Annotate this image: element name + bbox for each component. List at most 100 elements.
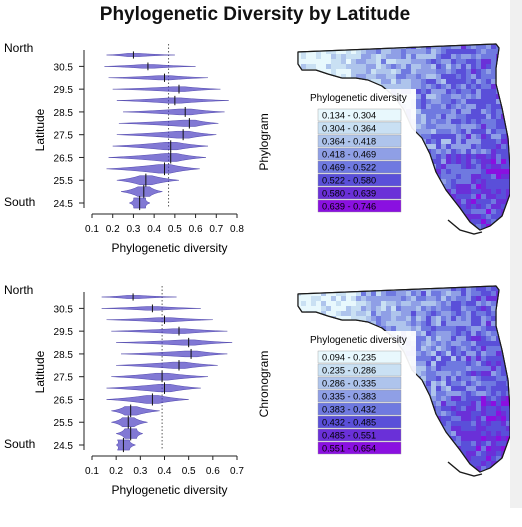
chronogram-map-cell bbox=[351, 326, 357, 332]
chronogram-map-cell bbox=[476, 361, 482, 367]
phylogram-map-cell bbox=[476, 134, 482, 140]
phylogram-map-cell bbox=[431, 184, 437, 190]
phylogram-map-cell bbox=[306, 44, 312, 50]
phylogram-map-cell bbox=[471, 84, 477, 90]
chronogram-map-cell bbox=[426, 311, 432, 317]
chronogram-map-cell bbox=[501, 326, 507, 332]
chronogram-map-cell bbox=[391, 311, 397, 317]
phylogram-map-cell bbox=[331, 229, 337, 230]
chronogram-map-cell bbox=[446, 376, 452, 382]
phylogram-map-cell bbox=[441, 134, 447, 140]
phylogram-map-cell bbox=[321, 79, 327, 85]
phylogram-map-cell bbox=[491, 164, 497, 170]
phylogram-map-cell bbox=[416, 139, 422, 145]
chronogram-map-cell bbox=[441, 361, 447, 367]
chronogram-map-cell bbox=[501, 311, 507, 317]
phylogram-map-cell bbox=[356, 79, 362, 85]
chronogram-map-cell bbox=[396, 476, 401, 481]
phylogram-map-cell bbox=[331, 219, 337, 225]
chronogram-map-cell bbox=[491, 336, 497, 342]
chronogram-map-cell bbox=[416, 396, 422, 402]
chronogram-ytick-label: 27.5 bbox=[54, 373, 74, 384]
phylogram-map-cell bbox=[301, 224, 307, 230]
phylogram-y-axis-label: Latitude bbox=[33, 108, 47, 151]
chronogram-map-cell bbox=[371, 296, 377, 302]
phylogram-map-cell bbox=[421, 59, 427, 65]
chronogram-map-cell bbox=[456, 341, 462, 347]
phylogram-map-cell bbox=[341, 49, 347, 55]
chronogram-map-cell bbox=[416, 351, 422, 357]
phylogram-map-cell bbox=[421, 124, 427, 130]
phylogram-xtick-label: 0.3 bbox=[126, 224, 140, 235]
chronogram-map-cell bbox=[426, 291, 432, 297]
chronogram-map-cell bbox=[431, 301, 437, 307]
phylogram-map-cell bbox=[476, 59, 482, 65]
phylogram-map-cell bbox=[436, 194, 442, 200]
chronogram-map-cell bbox=[306, 476, 311, 481]
phylogram-map-cell bbox=[456, 139, 462, 145]
chronogram-map-cell bbox=[451, 381, 457, 387]
chronogram-legend-range: 0.551 - 0.654 bbox=[322, 444, 376, 454]
chronogram-map-cell bbox=[466, 456, 472, 462]
chronogram-map-cell bbox=[446, 391, 452, 397]
chronogram-map-cell bbox=[326, 306, 332, 312]
chronogram-map-cell bbox=[431, 361, 437, 367]
chronogram-map-cell bbox=[421, 401, 427, 407]
phylogram-map-cell bbox=[461, 89, 467, 95]
phylogram-map-cell bbox=[298, 149, 302, 155]
chronogram-map-cell bbox=[481, 361, 487, 367]
chronogram-map-cell bbox=[336, 461, 342, 467]
chronogram-map-cell bbox=[301, 301, 307, 307]
chronogram-map-cell bbox=[321, 311, 327, 317]
phylogram-map-cell bbox=[456, 104, 462, 110]
phylogram-map-cell bbox=[391, 234, 396, 239]
phylogram-map-cell bbox=[411, 224, 417, 230]
chronogram-legend-swatch bbox=[317, 363, 402, 377]
chronogram-map-cell bbox=[456, 356, 462, 362]
chronogram-map-cell bbox=[451, 326, 457, 332]
chronogram-map-cell bbox=[456, 391, 462, 397]
chronogram-map-cell bbox=[321, 321, 327, 327]
phylogram-map-cell bbox=[421, 219, 427, 225]
phylogram-map-cell bbox=[381, 79, 387, 85]
phylogram-map-cell bbox=[466, 169, 472, 175]
phylogram-map-cell bbox=[491, 214, 497, 220]
chronogram-map-cell bbox=[426, 471, 432, 472]
chronogram-map-cell bbox=[421, 371, 427, 377]
phylogram-map-cell bbox=[461, 94, 467, 100]
chronogram-map-cell bbox=[486, 461, 492, 467]
chronogram-map-cell bbox=[506, 426, 510, 432]
chronogram-map-cell bbox=[506, 396, 510, 402]
chronogram-map-cell bbox=[466, 316, 472, 322]
chronogram-map-cell bbox=[301, 286, 307, 292]
phylogram-map-cell bbox=[341, 234, 346, 239]
phylogram-map-cell bbox=[461, 204, 467, 210]
phylogram-map-cell bbox=[446, 169, 452, 175]
chronogram-map-cell bbox=[491, 341, 497, 347]
chronogram-map-cell bbox=[451, 436, 457, 442]
phylogram-south-label: South bbox=[4, 195, 35, 209]
phylogram-map-cell bbox=[456, 79, 462, 85]
phylogram-map-cell bbox=[401, 234, 406, 239]
phylogram-map-cell bbox=[471, 184, 477, 190]
phylogram-map-cell bbox=[386, 219, 392, 225]
page-title: Phylogenetic Diversity by Latitude bbox=[99, 4, 411, 25]
chronogram-map-cell bbox=[331, 296, 337, 302]
chronogram-map-cell bbox=[481, 366, 487, 372]
phylogram-map-cell bbox=[416, 189, 422, 195]
chronogram-map-cell bbox=[426, 426, 432, 432]
phylogram-map-cell bbox=[441, 69, 447, 75]
chronogram-map-cell bbox=[496, 421, 502, 427]
chronogram-x-axis-label: Phylogenetic diversity bbox=[111, 483, 227, 497]
chronogram-map-cell bbox=[321, 316, 327, 322]
phylogram-map-cell bbox=[496, 104, 502, 110]
chronogram-map-cell bbox=[451, 421, 457, 427]
chronogram-map-cell bbox=[446, 411, 452, 417]
chronogram-map-cell bbox=[491, 476, 496, 481]
phylogram-map-cell bbox=[446, 69, 452, 75]
chronogram-map-cell bbox=[298, 411, 302, 417]
chronogram-map-cell bbox=[346, 476, 351, 481]
chronogram-map-cell bbox=[501, 461, 507, 467]
phylogram-map-cell bbox=[446, 164, 452, 170]
chronogram-map-cell bbox=[326, 286, 332, 292]
